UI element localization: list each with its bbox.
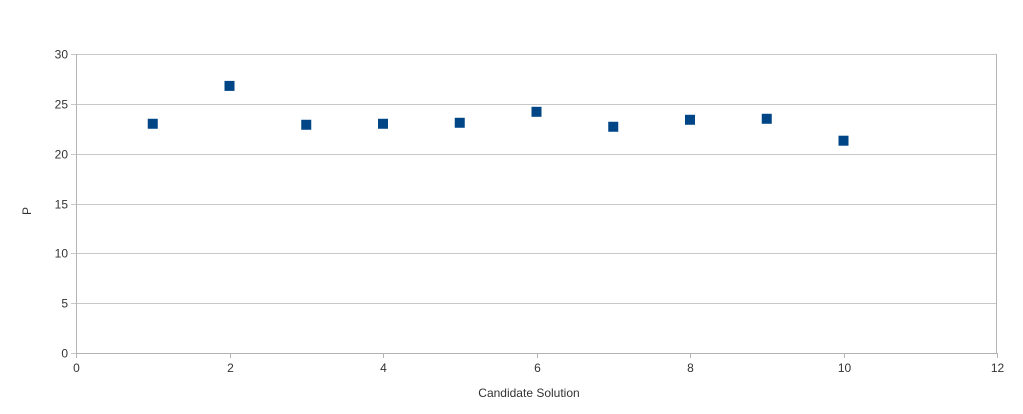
- data-point: [608, 121, 619, 132]
- y-tick-label: 20: [55, 148, 69, 162]
- y-tick-label: 10: [55, 247, 69, 261]
- tick-labels: 0 5 10 15 20 25 30 0 2 4 6 8 10 12: [55, 48, 1005, 376]
- x-tick-label: 4: [380, 361, 387, 375]
- data-point: [224, 80, 235, 91]
- data-point: [838, 135, 849, 146]
- y-tick-label: 15: [55, 198, 69, 212]
- x-tick-label: 0: [73, 361, 80, 375]
- data-point: [531, 106, 542, 117]
- data-point: [454, 117, 465, 128]
- data-point: [147, 118, 158, 129]
- data-point: [685, 114, 695, 125]
- axes: [76, 54, 998, 358]
- x-tick-label: 10: [838, 361, 852, 375]
- grid-lines: [71, 54, 997, 354]
- y-axis-label: P: [20, 207, 34, 215]
- data-point: [378, 118, 388, 129]
- x-tick-label: 2: [227, 361, 234, 375]
- data-points: [147, 80, 849, 146]
- x-tick-label: 8: [687, 361, 694, 375]
- x-tick-label: 6: [534, 361, 541, 375]
- data-point: [761, 113, 772, 124]
- y-tick-label: 25: [55, 98, 69, 112]
- y-tick-label: 5: [61, 297, 68, 311]
- x-axis-label: Candidate Solution: [478, 386, 579, 400]
- data-point: [301, 119, 312, 130]
- y-tick-label: 30: [55, 48, 69, 62]
- x-tick-label: 12: [991, 361, 1005, 375]
- y-tick-label: 0: [61, 347, 68, 361]
